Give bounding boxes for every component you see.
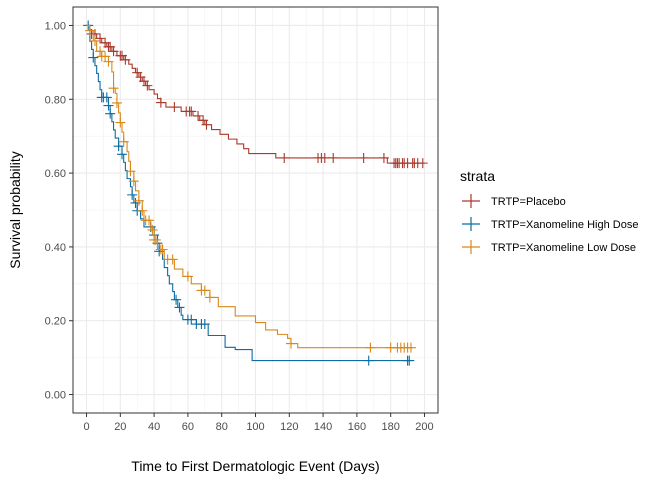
censor-mark <box>105 108 116 119</box>
x-tick-label: 0 <box>83 421 89 433</box>
censor-mark <box>115 117 126 128</box>
censor-mark <box>101 92 112 103</box>
y-tick-label: 0.60 <box>45 168 66 180</box>
censor-mark <box>113 141 124 152</box>
censor-mark <box>201 119 212 130</box>
censor-mark <box>378 152 389 163</box>
censor-mark <box>199 319 210 330</box>
censor-mark <box>100 51 111 62</box>
series-trtp-placebo <box>86 24 428 169</box>
y-tick-label: 0.40 <box>45 242 66 254</box>
censor-mark <box>108 83 119 94</box>
censor-mark <box>84 25 95 36</box>
y-tick-label: 1.00 <box>45 20 66 32</box>
censor-mark <box>155 97 166 108</box>
legend-key <box>462 217 480 231</box>
legend-label: TRTP=Xanomeline High Dose <box>491 219 638 231</box>
censor-mark <box>417 158 428 169</box>
censor-mark <box>363 355 374 366</box>
series-trtp-xanomeline-low-dose <box>84 24 416 353</box>
censor-mark <box>157 244 168 255</box>
survival-curve <box>86 24 410 362</box>
censor-mark <box>199 285 210 296</box>
censor-mark <box>111 97 122 108</box>
censor-mark <box>128 176 139 187</box>
x-tick-label: 20 <box>114 421 126 433</box>
censor-mark <box>171 294 182 305</box>
censor-mark <box>89 35 100 46</box>
x-tick-label: 180 <box>382 421 400 433</box>
legend: strata TRTP=Placebo TRTP=Xanomeline High … <box>460 168 638 254</box>
legend-title: strata <box>460 168 495 184</box>
censor-mark <box>144 215 155 226</box>
censor-mark <box>95 46 106 57</box>
censor-mark <box>147 224 158 235</box>
censor-mark <box>204 292 215 303</box>
censor-mark <box>150 234 161 245</box>
censor-mark <box>365 342 376 353</box>
censor-mark <box>279 152 290 163</box>
x-tick-label: 200 <box>415 421 433 433</box>
censor-mark <box>108 46 119 57</box>
legend-label: TRTP=Placebo <box>491 196 566 208</box>
x-tick-label: 160 <box>348 421 366 433</box>
censor-mark <box>117 149 128 160</box>
x-tick-label: 60 <box>182 421 194 433</box>
censor-mark <box>404 355 415 366</box>
censor-mark <box>405 342 416 353</box>
y-tick-label: 0.20 <box>45 316 66 328</box>
censor-mark <box>88 52 99 63</box>
legend-key <box>462 194 480 208</box>
censor-mark <box>137 205 148 216</box>
censor-mark <box>103 56 114 67</box>
x-tick-label: 40 <box>148 421 160 433</box>
legend-label: TRTP=Xanomeline Low Dose <box>491 242 636 254</box>
x-tick-label: 80 <box>216 421 228 433</box>
censor-mark <box>125 166 136 177</box>
censor-mark <box>285 338 296 349</box>
censor-mark <box>127 189 138 200</box>
censor-mark <box>193 110 204 121</box>
y-axis-title: Survival probability <box>7 151 23 269</box>
censor-mark <box>142 80 153 91</box>
censor-mark <box>103 100 114 111</box>
censor-mark <box>186 314 197 325</box>
censor-mark <box>182 271 193 282</box>
censor-mark <box>186 106 197 117</box>
y-tick-label: 0.00 <box>45 390 66 402</box>
x-axis-title: Time to First Dermatologic Event (Days) <box>131 458 379 474</box>
censor-mark <box>167 254 178 265</box>
censor-mark <box>319 152 330 163</box>
censor-mark <box>120 54 131 65</box>
axes: 0 20 40 60 80 100 120 140 160 180 200 0.00 0.20 0.40 0… <box>45 20 434 433</box>
x-tick-label: 100 <box>246 421 264 433</box>
censor-mark <box>174 302 185 313</box>
censor-mark <box>133 195 144 206</box>
y-tick-label: 0.80 <box>45 94 66 106</box>
x-tick-label: 120 <box>280 421 298 433</box>
censor-mark <box>328 152 339 163</box>
series-layer <box>83 20 428 366</box>
x-tick-label: 140 <box>314 421 332 433</box>
censor-mark <box>358 152 369 163</box>
legend-key <box>462 240 480 254</box>
censor-mark <box>169 102 180 113</box>
censor-mark <box>95 33 106 44</box>
censor-mark <box>118 136 129 147</box>
